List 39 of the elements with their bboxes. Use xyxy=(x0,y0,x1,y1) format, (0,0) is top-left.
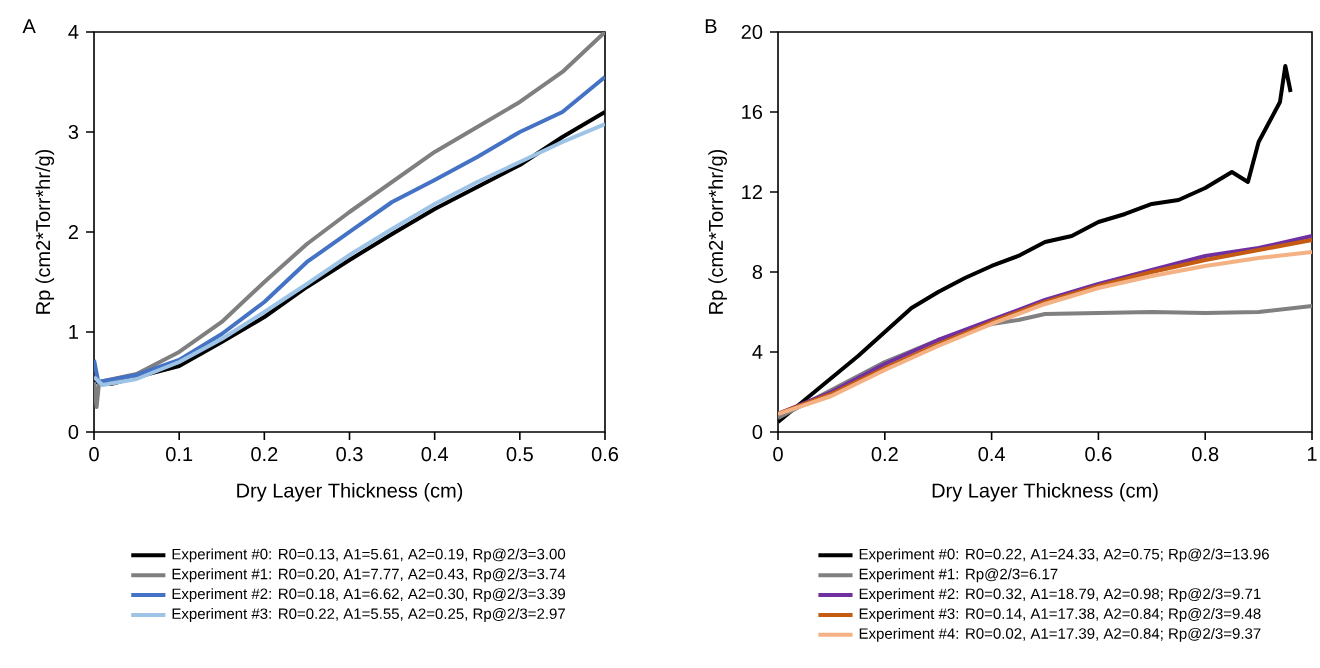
y-tick-label: 0 xyxy=(68,424,79,440)
x-tick-label: 0.1 xyxy=(166,447,193,462)
legend-label: Experiment #1: R0=0.20, A1=7.77, A2=0.43, Rp@2/3=3.74 xyxy=(172,568,566,583)
y-axis-title: Rp (cm2*Torr*hr/g) xyxy=(708,149,727,314)
y-tick-label: 20 xyxy=(741,24,763,40)
legend-label: Experiment #3: R0=0.14, A1=17.38, A2=0.84; Rp@2/3=9.48 xyxy=(859,608,1261,622)
x-tick-label: 0 xyxy=(89,447,99,462)
chart-title: B xyxy=(705,19,717,33)
x-tick-label: 0.4 xyxy=(421,447,448,462)
y-tick-label: 8 xyxy=(752,264,763,280)
legend-label: Experiment #4: R0=0.02, A1=17.39, A2=0.84; Rp@2/3=9.37 xyxy=(859,627,1261,642)
x-tick-label: 1 xyxy=(1307,447,1317,461)
y-tick-label: 4 xyxy=(68,25,79,39)
y-tick-label: 1 xyxy=(69,325,78,339)
x-tick-label: 0 xyxy=(773,447,783,462)
x-tick-label: 0.6 xyxy=(591,447,619,462)
legend-label: Experiment #0: R0=0.22, A1=24.33, A2=0.75; Rp@2/3=13.96 xyxy=(859,548,1269,563)
x-tick-label: 0.8 xyxy=(1192,447,1219,462)
y-tick-label: 0 xyxy=(752,424,763,440)
y-axis-title: Rp (cm2*Torr*hr/g) xyxy=(35,149,55,314)
x-axis-title: Dry Layer Thickness (cm) xyxy=(237,482,463,502)
x-tick-label: 0.2 xyxy=(251,447,278,462)
x-tick-label: 0.5 xyxy=(506,447,533,462)
x-tick-label: 0.6 xyxy=(1085,447,1112,462)
y-tick-label: 4 xyxy=(752,345,763,359)
x-tick-label: 0.3 xyxy=(336,447,363,462)
y-tick-label: 12 xyxy=(742,185,762,199)
chart-title: A xyxy=(22,19,36,33)
legend-label: Experiment #0: R0=0.13, A1=5.61, A2=0.19, Rp@2/3=3.00 xyxy=(172,548,566,563)
legend-label: Experiment #2: R0=0.18, A1=6.62, A2=0.30, Rp@2/3=3.39 xyxy=(172,588,565,603)
legend-label: Experiment #2: R0=0.32, A1=18.79, A2=0.98; Rp@2/3=9.71 xyxy=(859,588,1261,603)
x-axis-title: Dry Layer Thickness (cm) xyxy=(932,482,1158,502)
y-tick-label: 16 xyxy=(742,104,763,120)
y-tick-label: 2 xyxy=(68,225,78,239)
x-tick-label: 0.2 xyxy=(871,447,898,462)
legend-label: Experiment #3: R0=0.22, A1=5.55, A2=0.25, Rp@2/3=2.97 xyxy=(172,608,565,622)
x-tick-label: 0.4 xyxy=(978,447,1005,462)
y-tick-label: 3 xyxy=(68,124,79,140)
legend-label: Experiment #1: Rp@2/3=6.17 xyxy=(859,568,1058,583)
